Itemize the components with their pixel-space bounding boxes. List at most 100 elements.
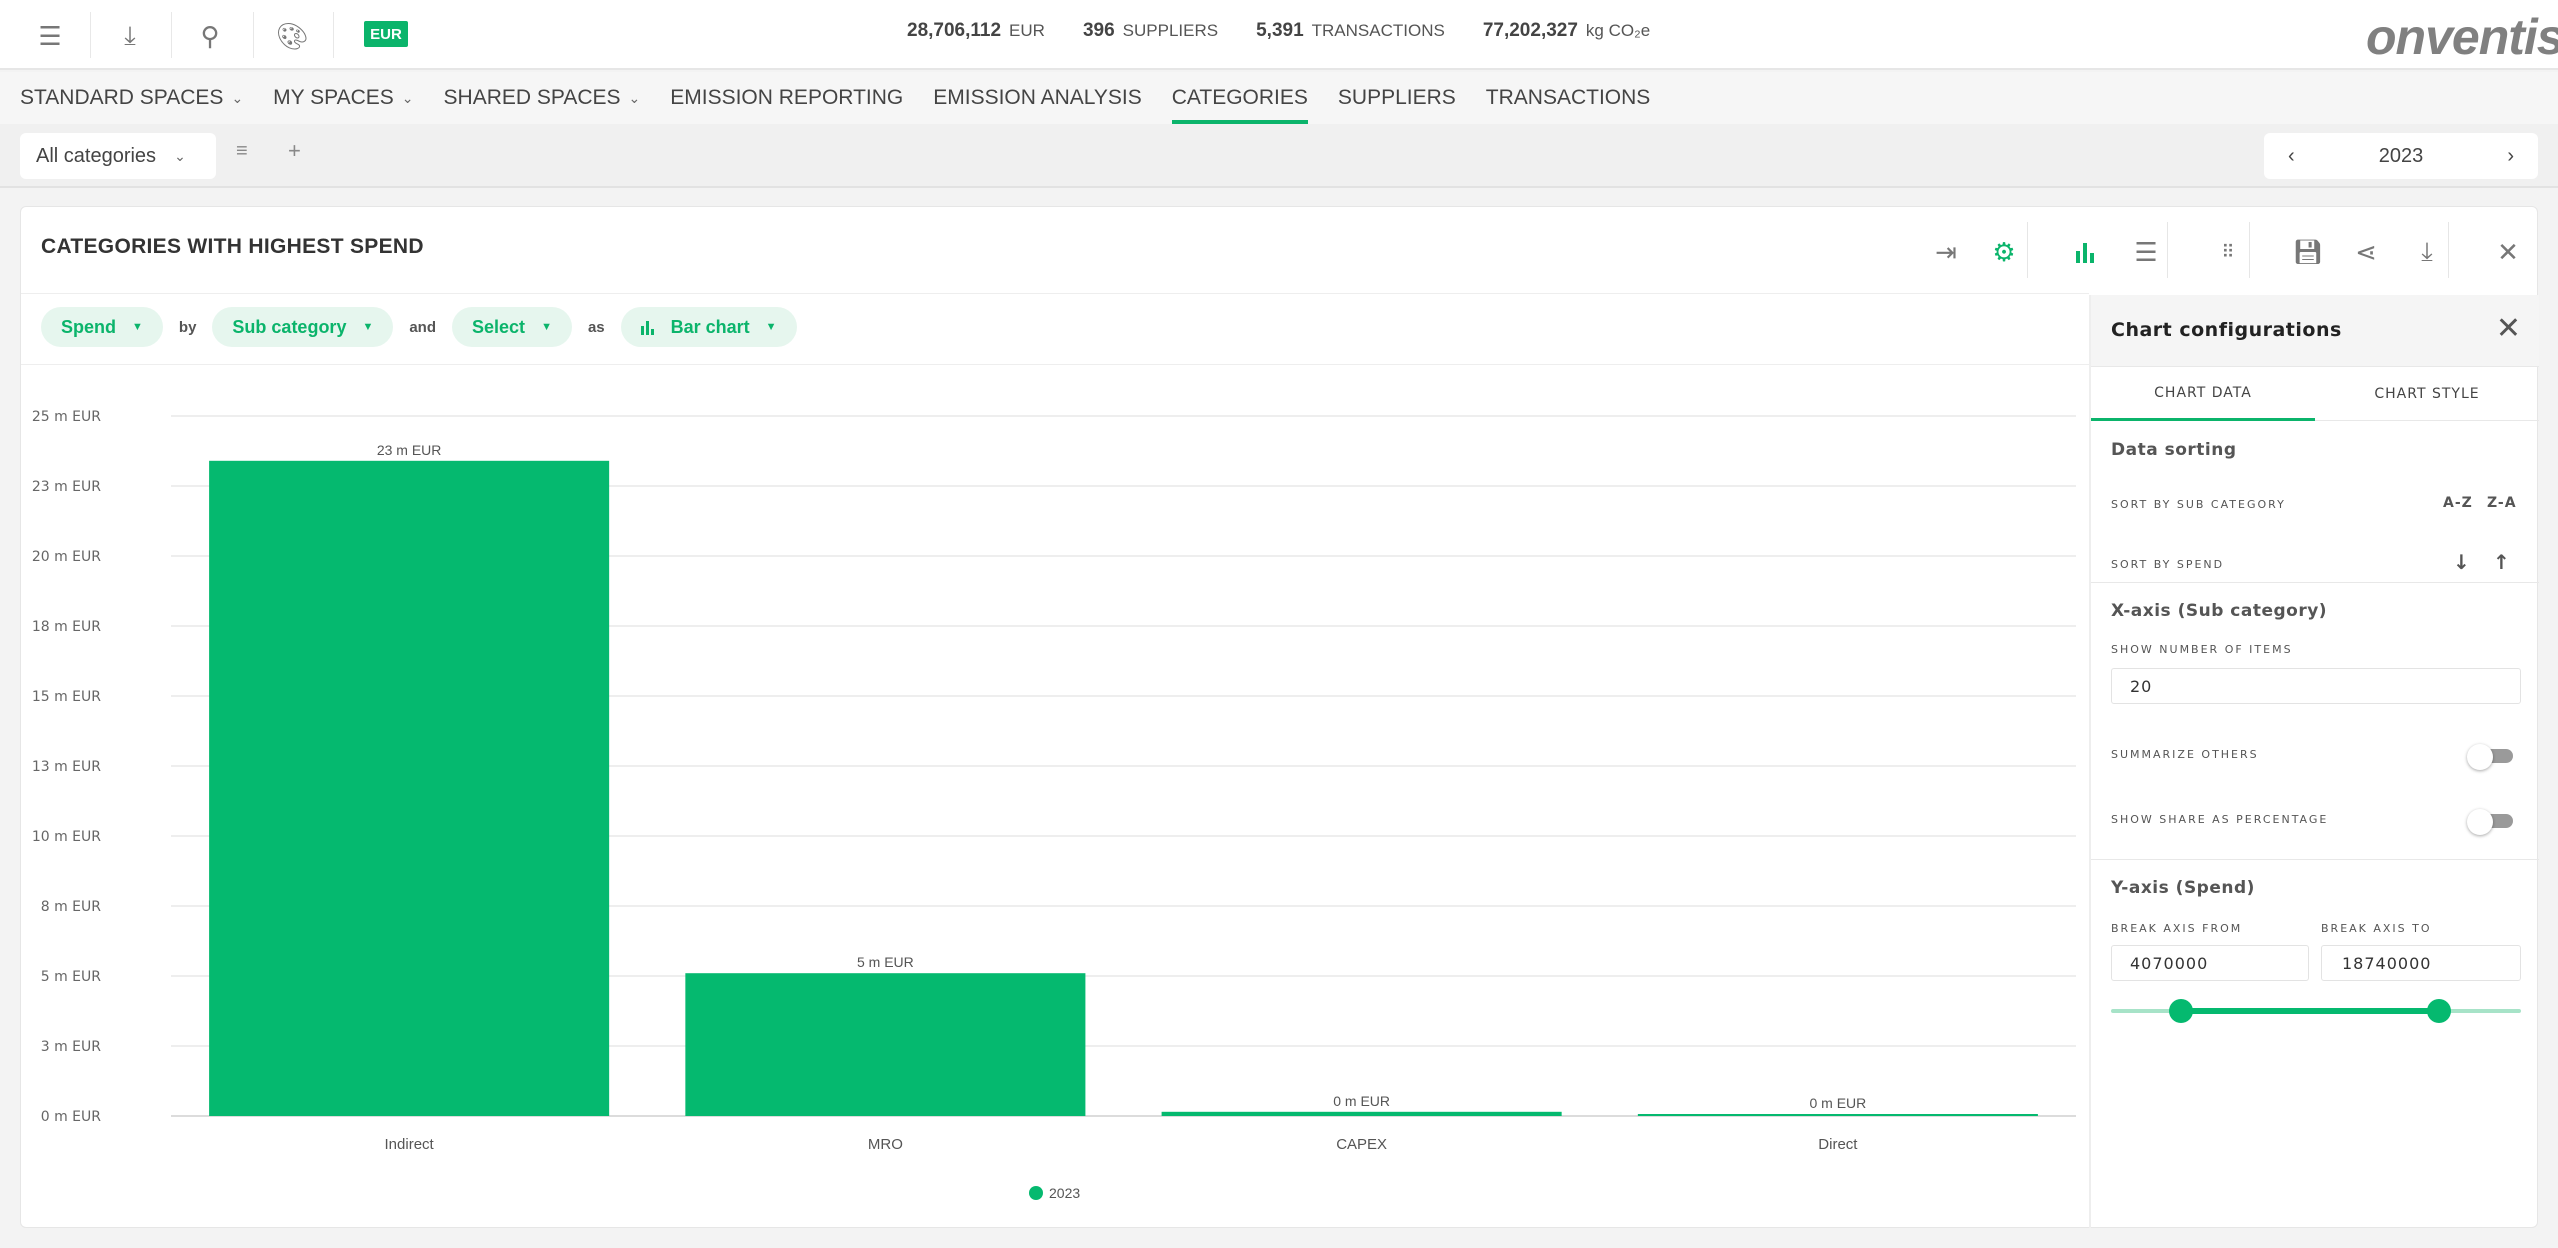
summarize-others-toggle[interactable] [2467, 744, 2513, 770]
arrow-down-icon[interactable]: ↓ [2453, 550, 2471, 574]
conjunction-as: as [587, 318, 605, 336]
filter-bar: All categories ⌄ ≡ + ‹ 2023 › [0, 124, 2558, 188]
bar-value-label: 0 m EUR [1333, 1093, 1390, 1109]
bar-capex[interactable] [1161, 1111, 1562, 1116]
slider-handle-from[interactable] [2168, 999, 2193, 1023]
sort-label: SORT BY SUB CATEGORY [2111, 498, 2286, 511]
arrow-up-icon[interactable]: ↑ [2493, 550, 2511, 574]
collapse-icon[interactable]: ⇥ [1935, 236, 1957, 267]
bar-chart-icon [640, 321, 654, 335]
sort-za-button[interactable]: Z-A [2487, 495, 2517, 511]
stat-transactions: 5,391 TRANSACTIONS [1256, 20, 1445, 41]
divider [2249, 222, 2250, 278]
config-header: Chart configurations ✕ [2091, 295, 2539, 367]
nav-transactions[interactable]: TRANSACTIONS [1485, 86, 1651, 109]
divider [2027, 222, 2028, 278]
items-count-input[interactable]: 20 [2111, 668, 2521, 704]
next-year-button[interactable]: › [2507, 144, 2514, 167]
y-axis-section: Y-axis (Spend) BREAK AXIS FROM BREAK AXI… [2091, 860, 2539, 1060]
divider [2448, 222, 2449, 278]
second-dimension-select[interactable]: Select ▼ [452, 307, 572, 347]
bar-direct[interactable] [1637, 1114, 2038, 1116]
y-tick-label: 3 m EUR [41, 1039, 102, 1055]
caret-down-icon: ▼ [362, 321, 374, 333]
list-icon[interactable]: ☰ [2134, 236, 2158, 267]
divider [21, 364, 2089, 365]
close-icon[interactable]: ✕ [2497, 236, 2519, 267]
download-icon[interactable]: ⤓ [2421, 236, 2433, 266]
nav-emission-reporting[interactable]: EMISSION REPORTING [670, 86, 904, 109]
onventis-logo: onventis [2366, 9, 2558, 65]
bar-chart: 0 m EUR 3 m EUR 5 m EUR 8 m EUR 10 m EUR 13 m… [32, 409, 2076, 1201]
divider [2167, 222, 2168, 278]
chevron-down-icon: ⌄ [401, 89, 414, 106]
category-select[interactable]: All categories ⌄ [20, 133, 216, 179]
year-selector: ‹ 2023 › [2264, 133, 2538, 179]
save-icon[interactable]: 💾︎ [2292, 238, 2324, 266]
y-tick-label: 20 m EUR [32, 549, 101, 565]
dimension-select[interactable]: Sub category ▼ [212, 307, 394, 347]
bar-value-label: 23 m EUR [377, 442, 442, 458]
nav-standard-spaces[interactable]: STANDARD SPACES ⌄ [20, 86, 244, 109]
y-tick-label: 23 m EUR [32, 479, 101, 495]
palette-icon[interactable]: 🎨︎ [275, 20, 309, 51]
break-axis-to-input[interactable]: 18740000 [2321, 945, 2521, 981]
bar-chart-icon[interactable] [2066, 232, 2106, 272]
slider-handle-to[interactable] [2427, 999, 2451, 1023]
bar-value-label: 5 m EUR [857, 954, 914, 970]
chart-panel: CATEGORIES WITH HIGHEST SPEND ⇥ ⚙ ☰ ⠿ 💾︎… [20, 206, 2539, 1228]
slider-range [2180, 1008, 2439, 1014]
chevron-down-icon: ⌄ [628, 89, 641, 106]
sort-az-button[interactable]: A-Z [2443, 495, 2473, 511]
share-percentage-toggle[interactable] [2467, 809, 2513, 835]
section-heading: Data sorting [2111, 440, 2237, 460]
top-bar: ☰ ⤓ ⚲ 🎨︎ EUR 28,706,112 EUR 396 SUPPLIERS … [0, 0, 2558, 70]
settings-icon[interactable]: ⚙ [1992, 236, 2016, 267]
measure-select[interactable]: Spend ▼ [41, 307, 163, 347]
panel-title: CATEGORIES WITH HIGHEST SPEND [41, 235, 424, 258]
share-icon[interactable]: ⋖ [2355, 236, 2377, 267]
bar-indirect[interactable] [209, 460, 610, 1116]
break-axis-from-input[interactable]: 4070000 [2111, 945, 2309, 981]
menu-icon[interactable]: ☰ [38, 20, 62, 51]
year-value: 2023 [2378, 144, 2424, 167]
field-label: BREAK AXIS TO [2321, 922, 2432, 935]
bar-value-label: 0 m EUR [1809, 1095, 1866, 1111]
y-tick-label: 15 m EUR [32, 689, 101, 705]
tab-chart-data[interactable]: CHART DATA [2091, 367, 2315, 421]
stat-suppliers: 396 SUPPLIERS [1082, 20, 1219, 41]
add-icon[interactable]: + [288, 138, 301, 163]
y-tick-label: 0 m EUR [41, 1109, 102, 1125]
x-tick-label: Indirect [385, 1136, 435, 1153]
nav-shared-spaces[interactable]: SHARED SPACES ⌄ [443, 86, 641, 109]
section-heading: X-axis (Sub category) [2111, 601, 2328, 621]
break-axis-range-slider[interactable] [2111, 996, 2521, 1026]
tab-chart-style[interactable]: CHART STYLE [2315, 367, 2539, 421]
conjunction-by: by [178, 318, 197, 336]
conjunction-and: and [409, 318, 437, 336]
search-icon[interactable]: ⚲ [200, 20, 220, 51]
y-tick-label: 10 m EUR [32, 829, 101, 845]
filter-icon[interactable]: ≡ [236, 140, 248, 162]
chart-config-panel: Chart configurations ✕ CHART DATA CHART … [2089, 295, 2539, 1228]
divider [171, 12, 172, 58]
download-icon[interactable]: ⤓ [124, 20, 136, 50]
section-heading: Y-axis (Spend) [2111, 878, 2255, 898]
nav-my-spaces[interactable]: MY SPACES ⌄ [273, 86, 414, 109]
field-label: SHOW SHARE AS PERCENTAGE [2111, 813, 2329, 826]
y-tick-label: 8 m EUR [41, 899, 102, 915]
nav-suppliers[interactable]: SUPPLIERS [1337, 86, 1456, 109]
config-title: Chart configurations [2111, 319, 2342, 341]
currency-badge[interactable]: EUR [364, 21, 408, 47]
prev-year-button[interactable]: ‹ [2288, 144, 2295, 167]
nav-categories[interactable]: CATEGORIES [1171, 72, 1309, 124]
y-tick-label: 18 m EUR [32, 619, 101, 635]
bar-mro[interactable] [685, 973, 1086, 1116]
field-label: SUMMARIZE OTHERS [2111, 748, 2259, 761]
chart-type-select[interactable]: Bar chart ▼ [620, 307, 797, 347]
sort-label: SORT BY SPEND [2111, 558, 2225, 571]
caret-down-icon: ▼ [765, 321, 777, 333]
nav-emission-analysis[interactable]: EMISSION ANALYSIS [933, 86, 1142, 109]
close-icon[interactable]: ✕ [2495, 312, 2521, 345]
grid-icon[interactable]: ⠿ [2221, 241, 2235, 262]
